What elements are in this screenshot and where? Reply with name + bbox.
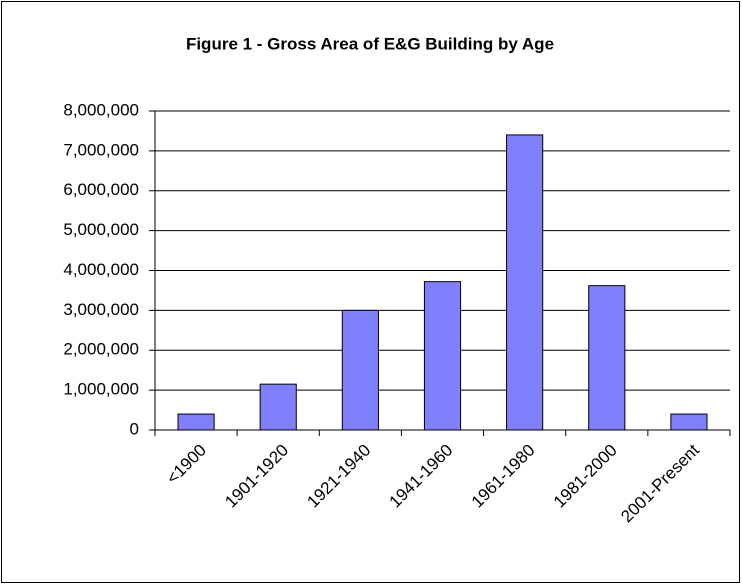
bar: [177, 413, 215, 431]
y-tick-label: 7,000,000: [63, 140, 139, 159]
y-tick-label: 3,000,000: [63, 300, 139, 319]
y-tick-label: 0: [130, 419, 139, 438]
chart-title: Figure 1 - Gross Area of E&G Building by…: [186, 34, 554, 53]
bar: [341, 309, 379, 431]
bar: [670, 413, 708, 431]
y-tick-label: 1,000,000: [63, 380, 139, 399]
bar: [588, 285, 626, 431]
y-tick-label: 2,000,000: [63, 340, 139, 359]
y-tick-label: 6,000,000: [63, 180, 139, 199]
bar: [259, 383, 297, 431]
bar: [506, 134, 544, 431]
bar: [423, 281, 462, 431]
y-tick-label: 4,000,000: [63, 260, 139, 279]
y-tick-label: 5,000,000: [63, 220, 139, 239]
y-tick-label: 8,000,000: [63, 100, 139, 119]
